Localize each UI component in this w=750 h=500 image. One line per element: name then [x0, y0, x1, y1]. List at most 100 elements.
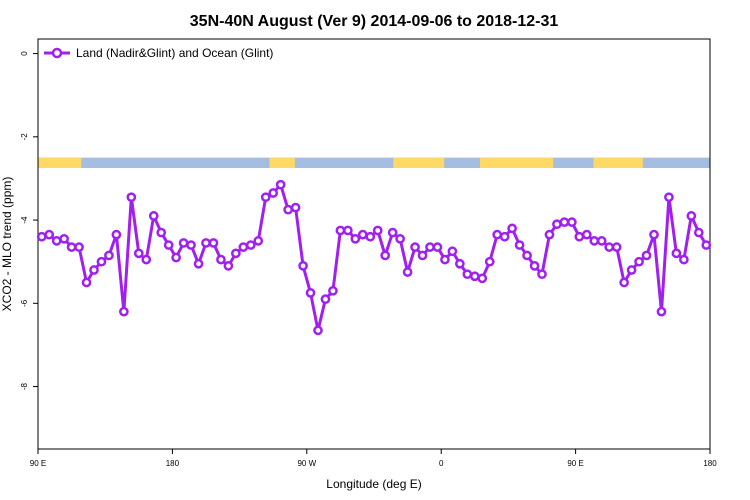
data-point — [51, 236, 62, 246]
data-point — [626, 265, 637, 275]
data-point — [231, 248, 241, 259]
data-point — [275, 179, 286, 190]
data-point — [634, 256, 644, 267]
data-point — [126, 192, 137, 203]
data-point — [186, 240, 196, 250]
data-point — [36, 231, 47, 242]
data-point — [664, 192, 674, 203]
legend-marker — [51, 47, 63, 59]
x-tick-label: 180 — [166, 459, 180, 468]
data-point — [432, 242, 443, 252]
data-point — [499, 231, 510, 242]
data-point — [238, 242, 249, 252]
ocean-band — [38, 157, 710, 169]
data-point — [328, 285, 338, 296]
data-point — [507, 223, 517, 234]
data-point — [589, 236, 600, 246]
data-point — [492, 229, 503, 240]
series-line — [41, 183, 708, 332]
data-point — [395, 233, 405, 244]
data-point — [290, 202, 301, 213]
y-axis: 0 -2 -4 -6 -8 — [20, 51, 38, 390]
data-point — [596, 236, 607, 246]
data-point — [298, 261, 308, 271]
series-layer — [36, 179, 712, 336]
data-point — [208, 238, 219, 248]
data-point — [701, 240, 712, 250]
data-point — [686, 211, 697, 221]
land-band-segment — [393, 157, 445, 169]
data-point — [380, 250, 391, 261]
data-point — [425, 242, 435, 252]
y-axis-label: XCO2 - MLO trend (ppm) — [0, 177, 14, 312]
data-point — [656, 306, 667, 317]
data-point — [193, 258, 204, 269]
data-point — [604, 242, 615, 252]
y-tick-label: -2 — [20, 133, 29, 141]
data-point — [156, 227, 167, 238]
data-point — [671, 248, 682, 259]
land-band-segment — [593, 157, 643, 169]
x-tick-label: 90 E — [30, 459, 46, 468]
data-point — [178, 238, 189, 248]
land-band-segment — [480, 157, 554, 169]
data-point — [417, 250, 428, 261]
data-point — [141, 254, 152, 265]
data-point — [44, 229, 55, 240]
data-point — [335, 225, 346, 236]
data-point — [245, 240, 256, 250]
chart-title: 35N-40N August (Ver 9) 2014-09-06 to 201… — [190, 13, 559, 30]
data-point — [163, 240, 174, 250]
data-point — [119, 306, 129, 317]
data-point — [148, 211, 159, 221]
data-point — [268, 188, 279, 198]
land-band-segment — [38, 157, 82, 169]
data-point — [357, 229, 368, 240]
y-tick-label: 0 — [20, 51, 29, 56]
y-tick-label: -4 — [20, 216, 29, 224]
legend: Land (Nadir&Glint) and Ocean (Glint) — [44, 46, 273, 60]
data-point — [641, 250, 652, 261]
data-point — [567, 217, 577, 227]
data-point — [402, 267, 413, 277]
data-point — [283, 204, 293, 215]
data-point — [253, 236, 264, 246]
data-point — [679, 254, 689, 265]
data-point — [74, 242, 84, 252]
legend-label: Land (Nadir&Glint) and Ocean (Glint) — [76, 46, 273, 60]
x-tick-label: 90 E — [567, 459, 583, 468]
data-point — [529, 261, 540, 271]
data-point — [611, 242, 622, 252]
data-point — [320, 294, 331, 305]
data-point — [223, 261, 234, 271]
data-point — [216, 254, 226, 265]
data-point — [693, 227, 704, 238]
x-tick-label: 0 — [439, 459, 444, 468]
data-point — [372, 225, 383, 236]
data-point — [477, 273, 488, 284]
x-tick-label: 180 — [703, 459, 717, 468]
data-point — [96, 256, 107, 267]
data-point — [484, 256, 495, 267]
data-point — [343, 225, 353, 236]
data-point — [260, 192, 271, 203]
data-point — [544, 229, 555, 240]
data-point — [133, 248, 144, 259]
data-point — [552, 219, 562, 230]
data-point — [559, 217, 570, 227]
data-point — [387, 227, 398, 238]
data-point — [89, 265, 99, 275]
data-point — [410, 242, 420, 252]
data-point — [59, 233, 69, 244]
land-band-segment — [269, 157, 295, 169]
data-point — [350, 233, 361, 244]
data-point — [537, 269, 547, 280]
data-point — [111, 229, 122, 240]
data-point — [447, 246, 458, 257]
data-point — [440, 254, 450, 265]
x-axis: 90 E 180 90 W 0 90 E 180 — [30, 449, 717, 468]
y-tick-label: -8 — [20, 382, 29, 390]
data-point — [522, 250, 532, 261]
data-point — [574, 231, 585, 242]
surface-band — [38, 157, 710, 169]
